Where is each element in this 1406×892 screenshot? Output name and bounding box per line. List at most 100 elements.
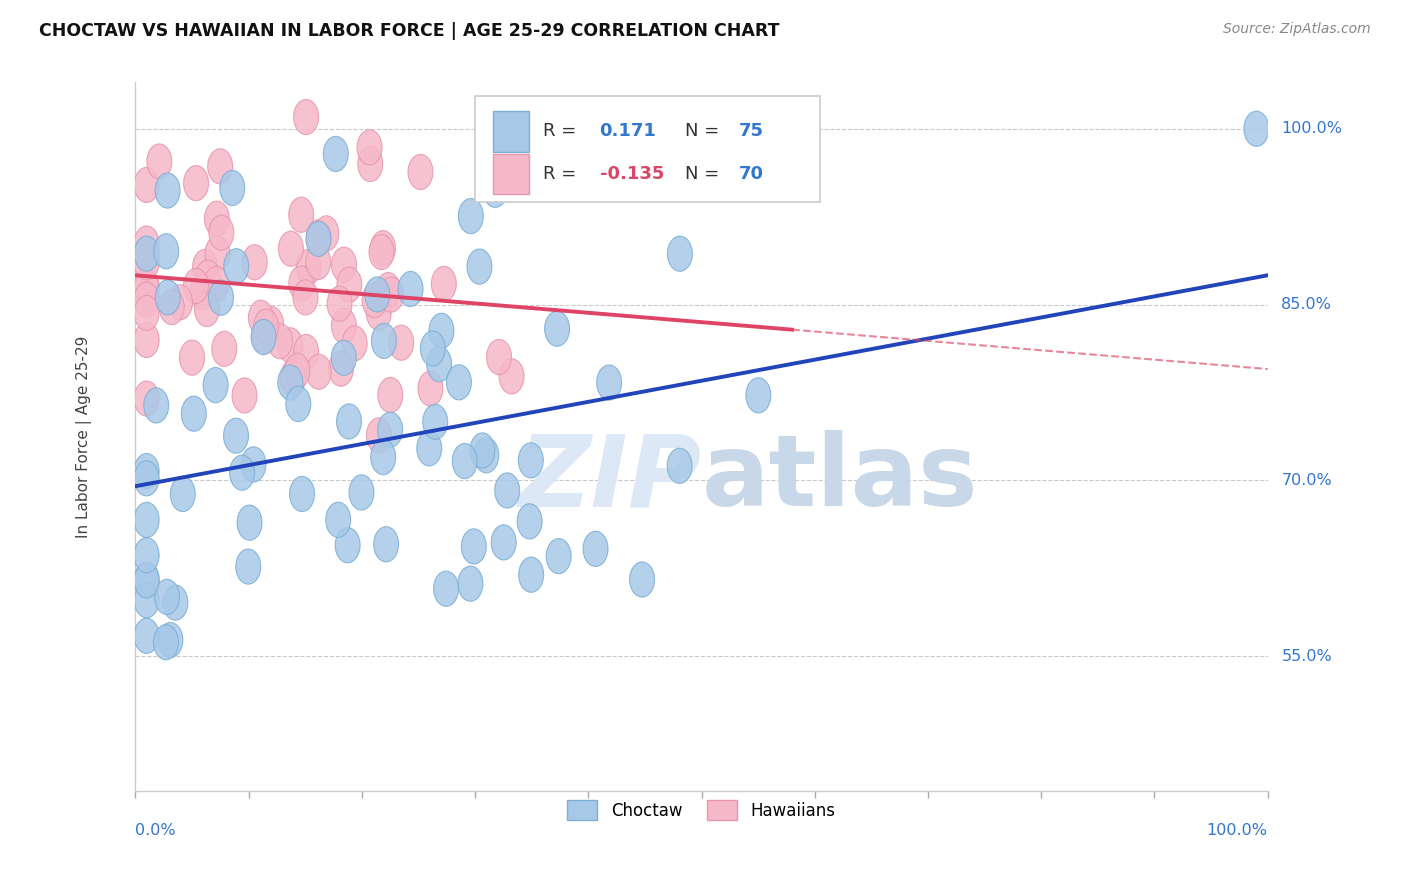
Ellipse shape [208, 280, 233, 315]
Text: 70: 70 [740, 165, 763, 183]
Ellipse shape [180, 340, 204, 376]
Ellipse shape [328, 286, 352, 321]
Ellipse shape [747, 377, 770, 413]
Ellipse shape [159, 289, 184, 325]
Ellipse shape [668, 236, 692, 271]
Text: 0.171: 0.171 [599, 122, 657, 140]
Ellipse shape [242, 244, 267, 280]
Ellipse shape [375, 273, 401, 308]
Ellipse shape [540, 154, 564, 190]
Ellipse shape [163, 585, 188, 620]
FancyBboxPatch shape [494, 112, 530, 152]
Text: 0.0%: 0.0% [135, 822, 176, 838]
Ellipse shape [259, 307, 284, 342]
Legend: Choctaw, Hawaiians: Choctaw, Hawaiians [560, 792, 844, 829]
Ellipse shape [134, 563, 159, 598]
Ellipse shape [495, 473, 520, 508]
Ellipse shape [224, 249, 249, 284]
Ellipse shape [432, 266, 457, 301]
Ellipse shape [157, 623, 183, 657]
Ellipse shape [486, 340, 512, 375]
Ellipse shape [307, 221, 330, 257]
Text: R =: R = [543, 165, 576, 183]
Ellipse shape [204, 201, 229, 236]
Ellipse shape [219, 170, 245, 205]
Ellipse shape [212, 331, 236, 367]
Text: N =: N = [685, 165, 718, 183]
Ellipse shape [240, 447, 266, 482]
Ellipse shape [332, 309, 356, 343]
Ellipse shape [427, 347, 451, 382]
Ellipse shape [470, 433, 495, 468]
Ellipse shape [209, 215, 233, 251]
Ellipse shape [458, 199, 484, 234]
Ellipse shape [204, 267, 229, 301]
Ellipse shape [363, 283, 387, 318]
Ellipse shape [134, 295, 159, 331]
Text: In Labor Force | Age 25-29: In Labor Force | Age 25-29 [76, 335, 93, 538]
Text: 100.0%: 100.0% [1281, 121, 1343, 136]
Text: 55.0%: 55.0% [1281, 648, 1331, 664]
Ellipse shape [336, 404, 361, 439]
Ellipse shape [134, 618, 159, 653]
Text: atlas: atlas [702, 431, 979, 527]
Ellipse shape [278, 365, 302, 401]
Ellipse shape [378, 412, 402, 447]
FancyBboxPatch shape [475, 96, 821, 202]
Ellipse shape [294, 100, 319, 135]
Text: -0.135: -0.135 [599, 165, 664, 183]
Ellipse shape [252, 319, 276, 355]
Ellipse shape [134, 269, 159, 304]
Ellipse shape [155, 280, 180, 315]
Ellipse shape [357, 146, 382, 182]
Ellipse shape [429, 313, 454, 349]
Ellipse shape [453, 443, 477, 479]
Ellipse shape [224, 418, 249, 453]
Ellipse shape [418, 371, 443, 406]
Ellipse shape [134, 381, 159, 417]
Ellipse shape [294, 334, 319, 369]
Ellipse shape [184, 166, 208, 201]
Ellipse shape [364, 277, 389, 312]
Ellipse shape [134, 461, 159, 496]
Ellipse shape [420, 331, 446, 366]
Ellipse shape [583, 532, 607, 566]
Ellipse shape [288, 266, 314, 301]
Ellipse shape [155, 580, 180, 615]
Ellipse shape [371, 440, 395, 475]
Ellipse shape [134, 453, 159, 489]
Ellipse shape [332, 247, 357, 282]
Ellipse shape [499, 359, 524, 394]
Ellipse shape [367, 417, 391, 453]
Ellipse shape [416, 431, 441, 466]
Ellipse shape [519, 442, 543, 478]
Ellipse shape [297, 250, 321, 285]
Text: Source: ZipAtlas.com: Source: ZipAtlas.com [1223, 22, 1371, 37]
Ellipse shape [389, 325, 413, 360]
Ellipse shape [184, 268, 208, 303]
Ellipse shape [482, 172, 508, 207]
Ellipse shape [193, 249, 218, 285]
Ellipse shape [134, 237, 159, 272]
Ellipse shape [290, 476, 315, 511]
Ellipse shape [371, 323, 396, 359]
Ellipse shape [285, 353, 309, 388]
Ellipse shape [134, 244, 159, 280]
Ellipse shape [181, 396, 207, 432]
Ellipse shape [517, 504, 543, 539]
Ellipse shape [238, 505, 262, 541]
Ellipse shape [195, 260, 221, 295]
Ellipse shape [153, 234, 179, 268]
Text: R =: R = [543, 122, 576, 140]
Ellipse shape [491, 524, 516, 560]
Ellipse shape [329, 351, 353, 386]
Ellipse shape [134, 322, 159, 358]
Ellipse shape [546, 539, 571, 574]
Ellipse shape [288, 197, 314, 232]
Ellipse shape [307, 219, 332, 255]
Ellipse shape [314, 216, 339, 251]
Ellipse shape [190, 275, 215, 310]
Text: 75: 75 [740, 122, 763, 140]
Ellipse shape [467, 249, 492, 285]
Ellipse shape [134, 168, 159, 202]
